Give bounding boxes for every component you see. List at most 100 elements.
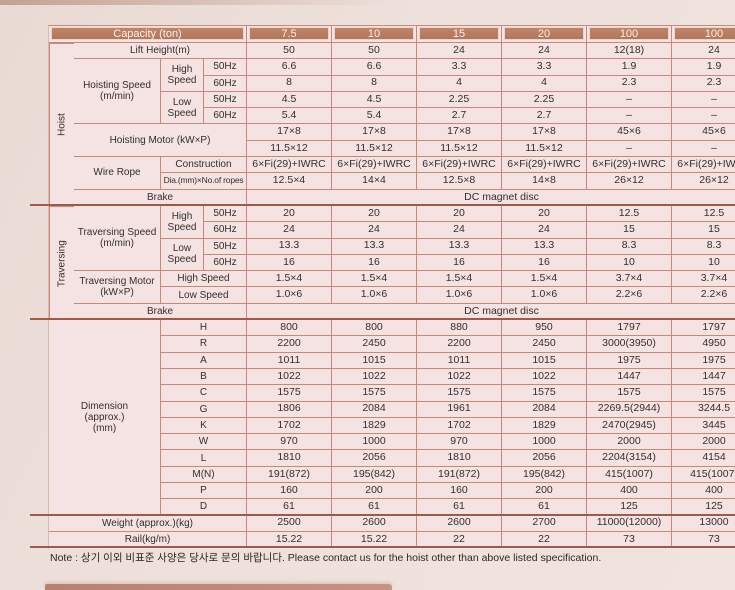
spec-value-hoisting-speed-low-50hz-col0: 4.5 (247, 91, 332, 109)
spec-value-traversing-speed-low-60hz-col3: 16 (502, 254, 587, 272)
hoisting-speed-low-50hz-label: Low Speed (161, 91, 204, 125)
spec-value-hoisting-speed-low-50hz-col2: 2.25 (417, 91, 502, 109)
spec-value-dimension-a-col3: 1015 (502, 352, 587, 369)
spec-value-hoisting-speed-low-50hz-col3: 2.25 (502, 91, 587, 109)
lift-height-label: Lift Height(m) (74, 43, 247, 60)
dimension-l-label: L (161, 450, 247, 467)
spec-value-traversing-motor-high-col5: 3.7×4 (672, 271, 735, 288)
traversing-speed-high-50hz-label: Traversing Speed (m/min) (74, 205, 161, 272)
spec-value-wire-rope-construction-col4: 6×Fi(29)+IWRC (587, 157, 672, 174)
spec-value-hoisting-speed-low-60hz-col1: 5.4 (332, 108, 417, 125)
table-bottom-rule (30, 546, 735, 548)
spec-value-dimension-k-col0: 1702 (247, 417, 332, 435)
dimension-g-label: G (161, 401, 247, 418)
spec-value-traversing-speed-high-50hz-col3: 20 (502, 205, 587, 223)
spec-value-traversing-speed-low-60hz-col0: 16 (247, 254, 332, 272)
spec-value-dimension-c-col4: 1575 (587, 385, 672, 402)
spec-value-traversing-speed-high-50hz-col2: 20 (417, 205, 502, 223)
spec-value-hoisting-motor-1-col3: 17×8 (502, 124, 587, 141)
spec-value-hoisting-speed-low-50hz-col1: 4.5 (332, 91, 417, 109)
spec-value-traversing-speed-high-50hz-col1: 20 (332, 205, 417, 223)
spec-value-weight-col2: 2600 (417, 515, 502, 532)
spec-value-traversing-speed-high-60hz-col0: 24 (247, 222, 332, 239)
spec-value-traversing-motor-low-col1: 1.0×6 (332, 287, 417, 304)
spec-value-hoisting-speed-high-60hz-col1: 8 (332, 75, 417, 92)
spec-value-dimension-w-col2: 970 (417, 434, 502, 451)
spec-value-wire-rope-construction-col3: 6×Fi(29)+IWRC (502, 157, 587, 174)
wire-rope-dia-label: Dia.(mm)×No.of ropes (161, 173, 247, 190)
spec-value-dimension-p-col5: 400 (672, 483, 735, 500)
spec-value-hoisting-speed-high-50hz-col5: 1.9 (672, 59, 735, 76)
spec-value-traversing-speed-low-60hz-col4: 10 (587, 254, 672, 272)
capacity-column-5-label: 100 (674, 27, 735, 40)
spec-value-dimension-mn-col5: 415(1007) (672, 467, 735, 484)
spec-value-traversing-speed-low-50hz-col0: 13.3 (247, 238, 332, 255)
traversing-speed-low-60hz-label: 60Hz (204, 254, 247, 272)
spec-value-dimension-h-col3: 950 (502, 320, 587, 337)
traversing-speed-high-50hz-label: Traversing (49, 205, 74, 321)
traversing-speed-high-60hz-label: 60Hz (204, 222, 247, 239)
dimension-c-label: C (161, 385, 247, 402)
spec-value-dimension-k-col3: 1829 (502, 417, 587, 435)
capacity-column-2-label: 15 (419, 27, 499, 40)
spec-value-hoisting-motor-1-col4: 45×6 (587, 124, 672, 141)
capacity-header-label: Capacity (ton) (51, 27, 244, 40)
note-text: Note : 상기 이외 비표준 사양은 당사로 문의 바랍니다. Please… (50, 552, 602, 564)
spec-value-dimension-b-col1: 1022 (332, 368, 417, 386)
capacity-column-2: 15 (417, 26, 502, 43)
spec-value-dimension-mn-col3: 195(842) (502, 466, 587, 484)
spec-value-dimension-p-col0: 160 (247, 483, 332, 500)
spec-value-wire-rope-construction-col5: 6×Fi(29)+IWRC (672, 157, 735, 174)
spec-value-dimension-k-col4: 2470(2945) (587, 417, 672, 435)
spec-value-dimension-p-col4: 400 (587, 483, 672, 500)
capacity-column-0: 7.5 (247, 26, 332, 43)
spec-value-dimension-c-col1: 1575 (332, 385, 417, 402)
spec-value-dimension-l-col3: 2056 (502, 450, 587, 467)
spec-table: Capacity (ton) 7.5 10 15 20 100 100 Hoist Lift H… (48, 25, 735, 549)
spec-value-dimension-w-col5: 2000 (672, 434, 735, 451)
spec-value-hoisting-speed-low-60hz-col0: 5.4 (247, 108, 332, 125)
spec-value-dimension-r-col3: 2450 (502, 336, 587, 353)
spec-value-traversing-speed-high-60hz-col3: 24 (502, 222, 587, 239)
spec-value-hoisting-motor-1-col0: 17×8 (247, 124, 332, 141)
spec-value-dimension-l-col0: 1810 (247, 450, 332, 467)
spec-value-hoisting-motor-2-col5: – (672, 141, 735, 158)
spec-value-traversing-motor-high-col4: 3.7×4 (587, 271, 672, 288)
spec-value-dimension-c-col3: 1575 (502, 385, 587, 402)
dimension-r-label: R (161, 336, 247, 353)
spec-value-hoisting-motor-2-col4: – (587, 140, 672, 158)
spec-value-dimension-r-col5: 4950 (672, 336, 735, 353)
lift-height-label: Hoist (49, 43, 74, 206)
capacity-column-1-label: 10 (334, 27, 414, 40)
spec-value-dimension-h-col0: 800 (247, 320, 332, 337)
spec-value-hoisting-speed-low-50hz-col5: – (672, 92, 735, 109)
spec-value-dimension-g-col0: 1806 (247, 401, 332, 418)
spec-value-hoisting-speed-high-50hz-col4: 1.9 (587, 59, 672, 76)
spec-value-dimension-mn-col1: 195(842) (332, 466, 417, 484)
spec-value-dimension-g-col1: 2084 (332, 401, 417, 418)
spec-value-hoisting-speed-high-50hz-col0: 6.6 (247, 59, 332, 76)
spec-value-dimension-mn-col4: 415(1007) (587, 466, 672, 484)
spec-value-hoisting-speed-high-50hz-col2: 3.3 (417, 59, 502, 76)
dimension-h-label: H (161, 320, 247, 337)
hoisting-speed-low-60hz-label: 60Hz (204, 108, 247, 125)
spec-value-dimension-a-col2: 1011 (417, 352, 502, 369)
spec-value-hoisting-motor-2-col2: 11.5×12 (417, 140, 502, 158)
dimension-b-label: B (161, 368, 247, 386)
spec-value-dimension-r-col2: 2200 (417, 336, 502, 353)
spec-value-traversing-motor-low-col0: 1.0×6 (247, 287, 332, 304)
spec-value-lift-height-col1: 50 (332, 43, 417, 60)
capacity-column-3-label: 20 (504, 27, 584, 40)
spec-value-hoisting-speed-low-60hz-col2: 2.7 (417, 108, 502, 125)
wire-rope-construction-label: Wire Rope (74, 157, 161, 190)
spec-value-dimension-g-col4: 2269.5(2944) (587, 401, 672, 418)
capacity-column-1: 10 (332, 26, 417, 43)
page-edge-top (0, 0, 392, 5)
section-divider-hoist (30, 204, 735, 206)
spec-value-traversing-motor-high-col2: 1.5×4 (417, 271, 502, 288)
spec-value-wire-rope-dia-col2: 12.5×8 (417, 173, 502, 190)
spec-value-dimension-w-col4: 2000 (587, 434, 672, 451)
spec-value-dimension-b-col2: 1022 (417, 368, 502, 386)
spec-value-lift-height-col2: 24 (417, 43, 502, 60)
